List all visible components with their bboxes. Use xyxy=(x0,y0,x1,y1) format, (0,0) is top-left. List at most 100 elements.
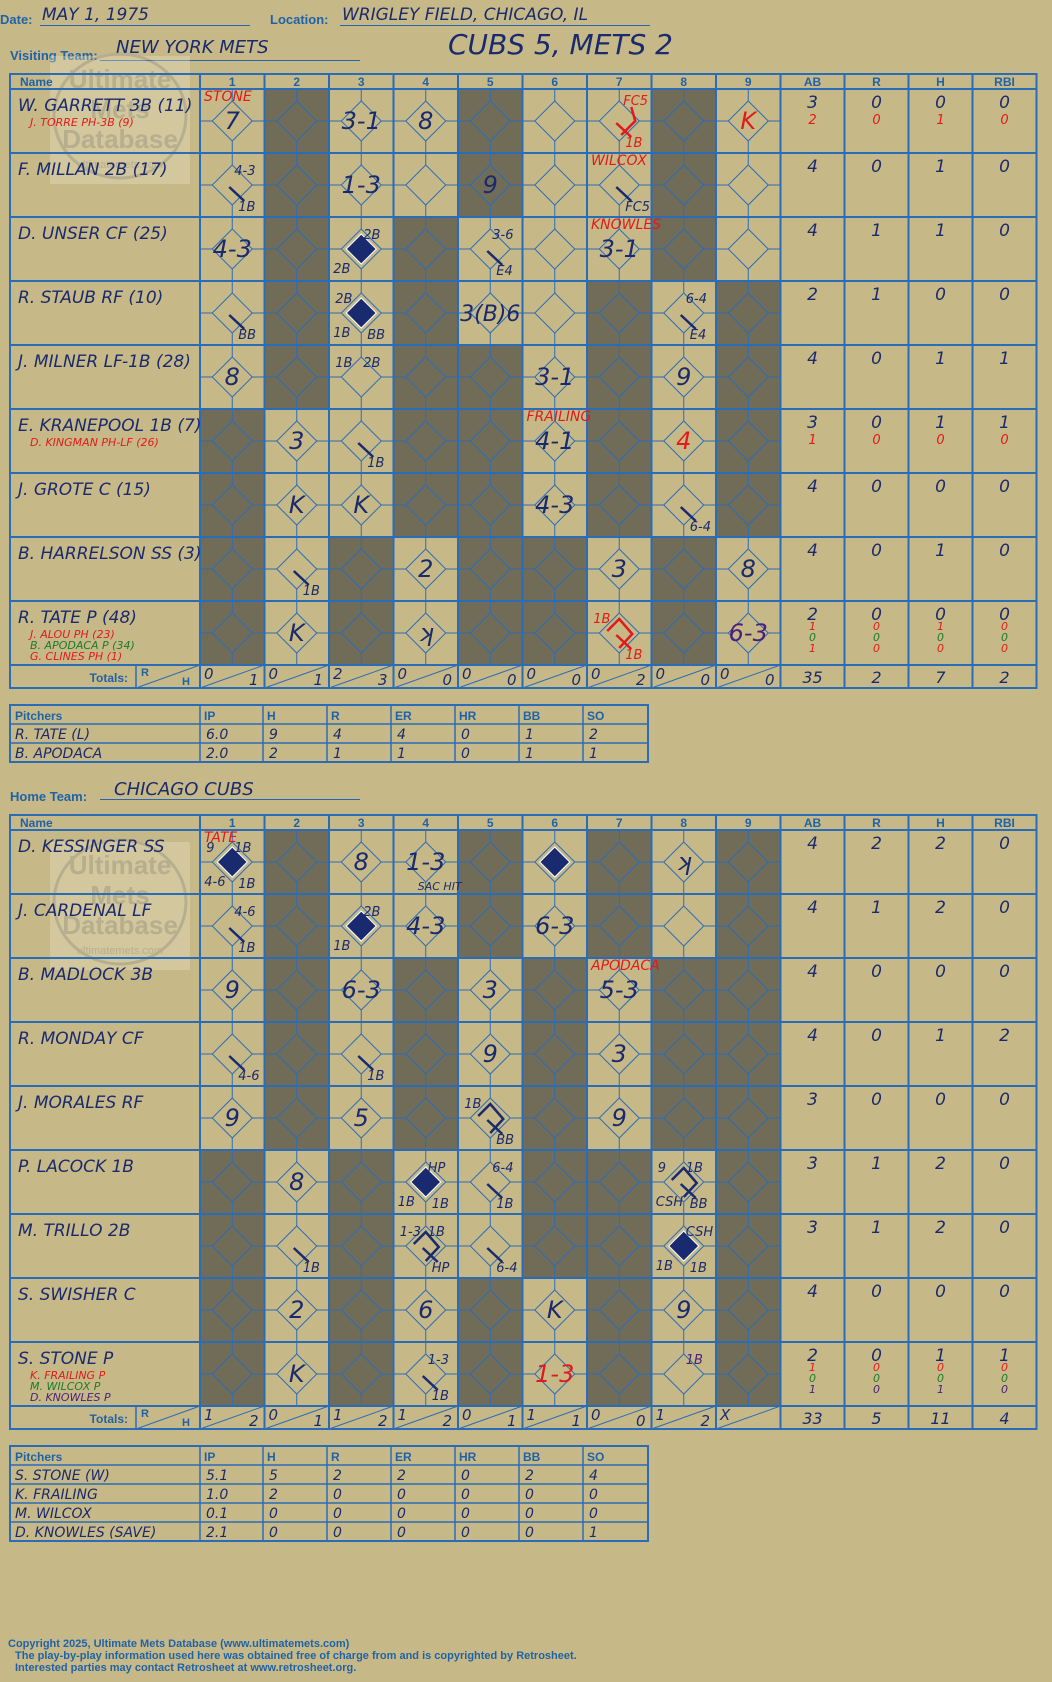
play-note: 1B xyxy=(238,877,255,892)
batting-stat: 0 xyxy=(871,157,882,177)
play-result: 8 xyxy=(289,1168,304,1196)
play-note: FC5 xyxy=(625,200,650,215)
totals-divider xyxy=(651,664,717,689)
base-diamond xyxy=(727,228,769,270)
pitching-stat: 0 xyxy=(461,746,470,762)
batting-stat: 3 xyxy=(807,1154,818,1174)
visitors-pitching-table: Pitchers IP H R ER HR BB SOR. TATE (L) 6.0 9 4 4 0 1 2… xyxy=(9,704,649,763)
batting-stat: 0 xyxy=(1000,113,1008,128)
pitching-change-note: KNOWLES xyxy=(591,217,661,233)
basepath-line xyxy=(679,506,697,522)
pitcher-name: K. FRAILING xyxy=(15,1487,98,1503)
player-name: E. KRANEPOOL 1B (7) xyxy=(18,416,201,436)
play-note: 1B xyxy=(432,1197,449,1212)
play-result: 4-3 xyxy=(213,235,252,263)
inning-hits: 2 xyxy=(700,1412,710,1430)
base-diamond xyxy=(727,164,769,206)
batting-stat: 4 xyxy=(807,221,818,241)
pitching-stat: 0.1 xyxy=(206,1506,228,1522)
totals-divider xyxy=(135,1405,201,1430)
run-scored-marker xyxy=(345,297,377,329)
batting-stat: 0 xyxy=(871,962,882,982)
pitching-stat: 4 xyxy=(589,1468,598,1484)
play-result: 9 xyxy=(612,1104,627,1132)
inning-header: 7 xyxy=(616,816,623,830)
play-note: 6-4 xyxy=(496,1261,517,1276)
play-result: 2 xyxy=(289,1296,304,1324)
player-name: B. MADLOCK 3B xyxy=(18,965,153,985)
batting-stat: 0 xyxy=(937,642,944,655)
watermark-text: Database xyxy=(62,124,178,154)
batting-stat: 0 xyxy=(871,605,882,625)
watermark-text: Database xyxy=(62,910,178,940)
batting-stat: 4 xyxy=(807,157,818,177)
play-result: K xyxy=(289,491,307,519)
batting-stat: 0 xyxy=(999,541,1010,561)
batting-stat: 2 xyxy=(935,1154,946,1174)
inning-header: 9 xyxy=(745,816,752,830)
run-scored-marker xyxy=(410,1166,442,1198)
player-name: S. SWISHER C xyxy=(18,1285,136,1305)
totals-divider xyxy=(393,1405,459,1430)
play-result: 3-1 xyxy=(535,363,574,391)
totals-divider xyxy=(199,664,265,689)
play-result: 4-3 xyxy=(406,912,445,940)
substitute-name: K. FRAILING P xyxy=(30,1369,106,1382)
totals-divider xyxy=(522,664,588,689)
watermark-text: Ultimate xyxy=(69,850,172,880)
base-diamond xyxy=(405,164,447,206)
basepath-line xyxy=(606,617,634,649)
watermark-ring xyxy=(52,838,188,966)
totals-divider xyxy=(715,664,781,689)
batting-stat: 2 xyxy=(935,834,946,854)
play-result: 8 xyxy=(225,363,240,391)
pitching-stat: 0 xyxy=(461,1487,470,1503)
play-note: BB xyxy=(367,328,385,343)
play-result: 8 xyxy=(354,848,369,876)
pitching-header: HR xyxy=(459,709,477,723)
batting-stat: 1 xyxy=(935,221,946,241)
batting-stat: 0 xyxy=(1001,631,1008,644)
name-col-header: Name xyxy=(20,816,53,830)
player-name: J. GROTE C (15) xyxy=(15,480,151,500)
inning-hits: 2 xyxy=(442,1412,452,1430)
batting-stat: 0 xyxy=(871,477,882,497)
batting-stat: 2 xyxy=(999,1026,1010,1046)
inning-header: 8 xyxy=(680,75,687,89)
base-diamond xyxy=(211,292,253,334)
total-stat: 4 xyxy=(999,1409,1009,1428)
pitching-stat: 0 xyxy=(269,1525,278,1541)
batting-stat: 0 xyxy=(935,477,946,497)
stat-header: AB xyxy=(804,75,822,89)
play-result: 6-3 xyxy=(342,976,381,1004)
pitching-stat: 0 xyxy=(397,1487,406,1503)
play-result: 3 xyxy=(612,1040,627,1068)
basepath-line xyxy=(620,106,637,136)
stat-header: R xyxy=(872,75,881,89)
batting-stat: 0 xyxy=(999,477,1010,497)
pitching-stat: 2 xyxy=(269,1487,278,1503)
inning-runs: 0 xyxy=(527,665,537,683)
batting-stat: 1 xyxy=(871,1218,882,1238)
base-diamond xyxy=(663,484,705,526)
play-note: 1B xyxy=(464,1097,481,1112)
pitching-change-note: STONE xyxy=(204,89,252,105)
play-note: BB xyxy=(238,328,256,343)
play-result: 8 xyxy=(418,107,433,135)
base-diamond xyxy=(534,100,576,142)
pitching-stat: 2 xyxy=(525,1468,534,1484)
batting-stat: 0 xyxy=(871,1090,882,1110)
pitching-header: BB xyxy=(523,1450,541,1464)
pitching-stat: 4 xyxy=(333,727,342,743)
basepath-line xyxy=(477,1102,505,1134)
play-result: 3 xyxy=(483,976,498,1004)
pitching-header: Pitchers xyxy=(15,709,63,723)
base-diamond xyxy=(276,548,318,590)
batting-stat: 0 xyxy=(871,1282,882,1302)
basepath-line xyxy=(228,186,246,202)
inning-header: 6 xyxy=(551,75,558,89)
play-result: 9 xyxy=(225,1104,240,1132)
batting-stat: 0 xyxy=(999,285,1010,305)
player-name: R. MONDAY CF xyxy=(18,1029,144,1049)
